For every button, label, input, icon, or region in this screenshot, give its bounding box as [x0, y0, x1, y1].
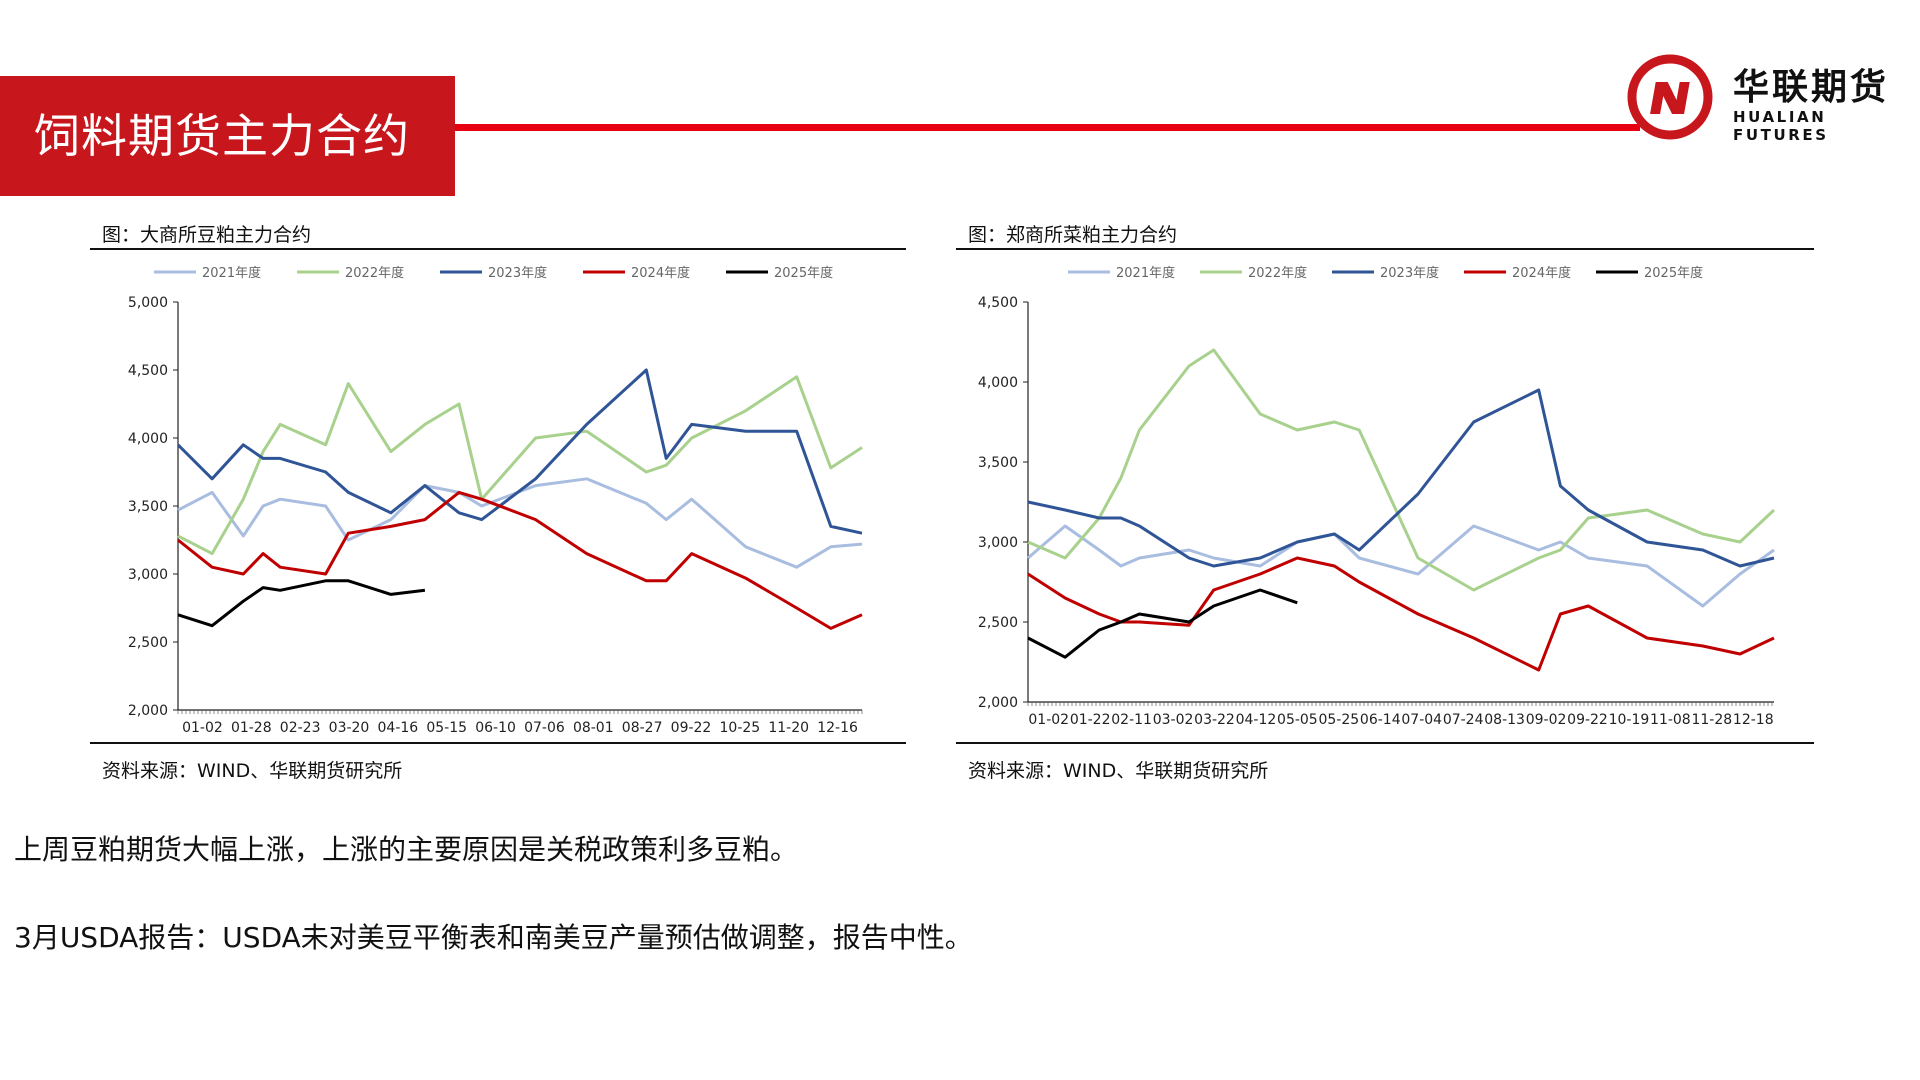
y-tick-label: 4,500 [978, 295, 1018, 311]
page-title: 饲料期货主力合约 [0, 76, 455, 196]
logo-name-cn: 华联期货 [1733, 67, 1890, 108]
commentary-paragraph-2: 3月USDA报告：USDA未对美豆平衡表和南美豆产量预估做调整，报告中性。 [14, 921, 973, 954]
x-tick-label: 07-24 [1443, 712, 1484, 728]
chart-2-source: 资料来源：WIND、华联期货研究所 [968, 760, 1269, 782]
chart-2-svg: 2021年度 2022年度 2023年度 2024年度 2025年度 2,000 2,500… [978, 265, 1776, 728]
x-tick-label: 01-22 [1070, 712, 1111, 728]
x-tick-label: 09-22 [671, 720, 712, 736]
legend-label: 2025年度 [1644, 265, 1703, 281]
chart-1-svg: 2021年度 2022年度 2023年度 2024年度 2025年度 2,000 2,500… [128, 265, 863, 736]
x-tick-label: 07-06 [524, 720, 565, 736]
x-tick-label: 05-15 [426, 720, 467, 736]
legend-label: 2022年度 [345, 265, 404, 281]
legend-label: 2023年度 [488, 265, 547, 281]
x-tick-label: 02-11 [1111, 712, 1152, 728]
x-tick-label: 08-27 [622, 720, 663, 736]
legend-label: 2022年度 [1248, 265, 1307, 281]
x-tick-label: 03-22 [1194, 712, 1235, 728]
legend-label: 2024年度 [1512, 265, 1571, 281]
company-logo: 华联期货 HUALIAN FUTURES [1625, 52, 1915, 144]
commentary-paragraph-1: 上周豆粕期货大幅上涨，上涨的主要原因是关税政策利多豆粕。 [14, 833, 799, 866]
x-tick-label: 02-23 [280, 720, 321, 736]
legend-label: 2023年度 [1380, 265, 1439, 281]
legend-label: 2021年度 [202, 265, 261, 281]
y-tick-label: 2,000 [128, 703, 168, 719]
y-tick-label: 5,000 [128, 295, 168, 311]
y-tick-label: 2,000 [978, 695, 1018, 711]
x-tick-label: 10-19 [1609, 712, 1650, 728]
x-tick-label: 09-22 [1567, 712, 1608, 728]
series-line-2023年度 [1027, 388, 1775, 568]
x-tick-label: 06-14 [1360, 712, 1401, 728]
x-tick-label: 11-08 [1650, 712, 1691, 728]
x-tick-label: 01-28 [231, 720, 272, 736]
title-divider [455, 124, 1640, 131]
logo-name-en: HUALIAN FUTURES [1733, 108, 1829, 144]
chart-1-top-rule [90, 248, 906, 250]
chart-2-title: 图：郑商所菜粕主力合约 [968, 224, 1178, 246]
legend-label: 2025年度 [774, 265, 833, 281]
chart-2-top-rule [956, 248, 1814, 250]
x-tick-label: 12-18 [1733, 712, 1774, 728]
series-line-2025年度 [177, 579, 426, 628]
series-line-2024年度 [177, 490, 863, 630]
series-line-2022年度 [1027, 348, 1776, 592]
series-line-2023年度 [176, 368, 863, 535]
y-tick-label: 2,500 [128, 635, 168, 651]
y-tick-label: 3,500 [978, 455, 1018, 471]
x-tick-label: 10-25 [720, 720, 761, 736]
chart-1-source: 资料来源：WIND、华联期货研究所 [102, 760, 403, 782]
chart-1-bottom-rule [90, 742, 906, 744]
y-tick-label: 4,500 [128, 363, 168, 379]
x-tick-label: 07-04 [1401, 712, 1442, 728]
y-tick-label: 4,000 [978, 375, 1018, 391]
series-line-2025年度 [1027, 588, 1298, 659]
series-line-2021年度 [1027, 524, 1775, 608]
series-line-2022年度 [177, 375, 863, 556]
hualian-logo-icon [1627, 54, 1713, 140]
x-tick-label: 04-16 [378, 720, 419, 736]
x-tick-label: 12-16 [817, 720, 858, 736]
chart-1-title: 图：大商所豆粕主力合约 [102, 224, 312, 246]
x-tick-label: 01-02 [1028, 712, 1069, 728]
chart-2-bottom-rule [956, 742, 1814, 744]
y-tick-label: 3,000 [978, 535, 1018, 551]
x-tick-label: 11-28 [1691, 712, 1732, 728]
x-tick-label: 08-13 [1484, 712, 1525, 728]
y-tick-label: 4,000 [128, 431, 168, 447]
x-tick-label: 08-01 [573, 720, 614, 736]
x-tick-label: 04-12 [1236, 712, 1277, 728]
x-tick-label: 09-02 [1526, 712, 1567, 728]
x-tick-label: 06-10 [475, 720, 516, 736]
y-tick-label: 3,500 [128, 499, 168, 515]
x-tick-label: 01-02 [182, 720, 223, 736]
x-tick-label: 05-05 [1277, 712, 1318, 728]
x-tick-label: 03-20 [329, 720, 370, 736]
y-tick-label: 2,500 [978, 615, 1018, 631]
legend-label: 2024年度 [631, 265, 690, 281]
legend-label: 2021年度 [1116, 265, 1175, 281]
x-tick-label: 03-02 [1153, 712, 1194, 728]
series-line-2021年度 [177, 477, 863, 569]
x-tick-label: 11-20 [768, 720, 809, 736]
x-tick-label: 05-25 [1318, 712, 1359, 728]
y-tick-label: 3,000 [128, 567, 168, 583]
